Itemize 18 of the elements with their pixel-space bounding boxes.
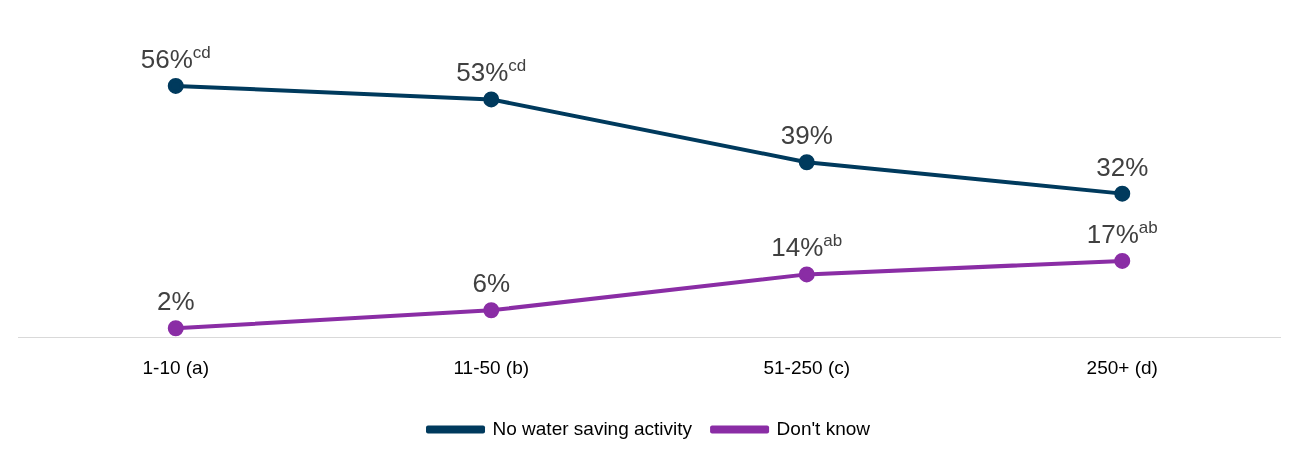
legend-label: Don't know xyxy=(776,417,871,439)
data-label: 6% xyxy=(472,268,511,299)
point xyxy=(798,266,815,283)
x-tick-label: 250+ (d) xyxy=(1086,356,1158,378)
x-tick-label: 11-50 (b) xyxy=(453,356,530,378)
point xyxy=(167,77,184,94)
x-tick-label: 51-250 (c) xyxy=(763,356,851,378)
point xyxy=(1114,185,1131,202)
point xyxy=(1114,252,1131,269)
data-label: 2% xyxy=(156,286,195,317)
point xyxy=(167,320,184,337)
point xyxy=(798,154,815,171)
x-tick-label: 1-10 (a) xyxy=(142,356,210,378)
point xyxy=(483,302,500,319)
point xyxy=(483,91,500,108)
data-label: 32% xyxy=(1096,151,1149,182)
data-label: 39% xyxy=(780,120,833,151)
legend-label: No water saving activity xyxy=(492,417,693,439)
